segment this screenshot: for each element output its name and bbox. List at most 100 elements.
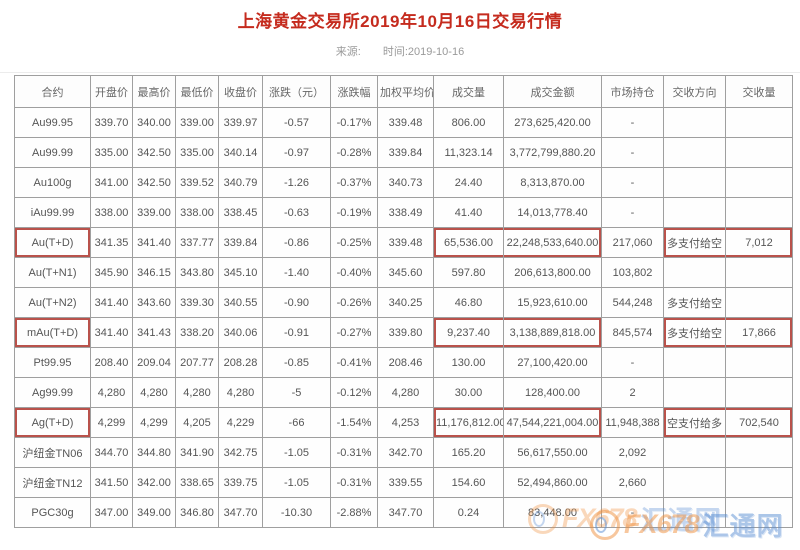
- table-cell: 339.97: [218, 107, 263, 138]
- time-label: 时间:2019-10-16: [382, 46, 465, 58]
- table-cell: 4,299: [90, 407, 133, 438]
- table-row: Au100g 341.00 342.50 339.52 340.79 -1.26 -0.37…: [14, 167, 793, 198]
- table-cell: 4,280: [218, 377, 263, 408]
- table-row: Au99.95 339.70 340.00 339.00 339.97 -0.57 -0.1…: [14, 107, 793, 138]
- table-cell: 4,280: [377, 377, 434, 408]
- table-header-cell: 开盘价: [90, 75, 133, 108]
- table-cell: 4,229: [218, 407, 263, 438]
- table-cell: 340.79: [218, 167, 263, 198]
- table-cell: -1.05: [262, 467, 331, 498]
- table-cell: 338.20: [175, 317, 219, 348]
- table-cell: 7,012: [725, 227, 793, 258]
- table-cell: -0.40%: [330, 257, 378, 288]
- table-cell: 346.80: [175, 497, 219, 528]
- table-row: Ag99.99 4,280 4,280 4,280 4,280 -5 -0.12% 4,280…: [14, 377, 793, 408]
- table-header-cell: 最低价: [175, 75, 219, 108]
- table-cell: 27,100,420.00: [503, 347, 602, 378]
- table-cell: 335.00: [90, 137, 133, 168]
- page-title: 上海黄金交易所2019年10月16日交易行情: [237, 12, 563, 31]
- table-cell: 209.04: [132, 347, 176, 378]
- table-cell: 806.00: [433, 107, 504, 138]
- table-row: Au99.99 335.00 342.50 335.00 340.14 -0.97 -0.2…: [14, 137, 793, 168]
- table-header-row: 合约 开盘价 最高价 最低价 收盘价 涨跌（元） 涨跌幅 加权平均价 成交量 成交金额 市场持仓 交收…: [14, 75, 793, 108]
- table-cell: -0.86: [262, 227, 331, 258]
- table-cell: 339.48: [377, 107, 434, 138]
- table-cell: 8,313,870.00: [503, 167, 602, 198]
- table-cell: 339.48: [377, 227, 434, 258]
- table-cell: 339.84: [218, 227, 263, 258]
- table-cell: 2,660: [601, 467, 664, 498]
- table-cell: 14,013,778.40: [503, 197, 602, 228]
- table-cell: 11,948,388: [601, 407, 664, 438]
- table-row: 沪纽金TN06 344.70 344.80 341.90 342.75 -1.05 -0.3…: [14, 437, 793, 468]
- table-cell: 343.80: [175, 257, 219, 288]
- table-cell: 344.70: [90, 437, 133, 468]
- table-cell: -0.97: [262, 137, 331, 168]
- table-cell: 52,494,860.00: [503, 467, 602, 498]
- table-cell: -0.31%: [330, 467, 378, 498]
- table-cell: -5: [262, 377, 331, 408]
- table-cell: PGC30g: [14, 497, 91, 528]
- table-cell: -1.54%: [330, 407, 378, 438]
- table-cell: -: [601, 167, 664, 198]
- table-cell: 4,205: [175, 407, 219, 438]
- table-cell: -2.88%: [330, 497, 378, 528]
- table-cell: 47,544,221,004.00: [503, 407, 602, 438]
- table-cell: 多支付给空: [663, 317, 726, 348]
- table-cell: 0.24: [433, 497, 504, 528]
- table-row: iAu99.99 338.00 339.00 338.00 338.45 -0.63 -0.…: [14, 197, 793, 228]
- table-header-cell: 合约: [14, 75, 91, 108]
- table-cell: -0.27%: [330, 317, 378, 348]
- table-cell: 340.55: [218, 287, 263, 318]
- table-cell: 103,802: [601, 257, 664, 288]
- table-cell: 339.55: [377, 467, 434, 498]
- table-cell: 344.80: [132, 437, 176, 468]
- table-cell: -0.37%: [330, 167, 378, 198]
- table-cell: 342.70: [377, 437, 434, 468]
- table-cell: [725, 497, 793, 528]
- table-cell: 多支付给空: [663, 227, 726, 258]
- table-cell: 339.80: [377, 317, 434, 348]
- table-cell: Pt99.95: [14, 347, 91, 378]
- table-cell: 41.40: [433, 197, 504, 228]
- table-cell: 3,772,799,880.20: [503, 137, 602, 168]
- table-cell: [725, 137, 793, 168]
- table-cell: -0.28%: [330, 137, 378, 168]
- table-cell: 341.40: [90, 317, 133, 348]
- table-cell: 597.80: [433, 257, 504, 288]
- table-cell: 342.50: [132, 167, 176, 198]
- table-cell: -0.19%: [330, 197, 378, 228]
- table-cell: 空支付给多: [663, 407, 726, 438]
- table-cell: 339.52: [175, 167, 219, 198]
- table-cell: 208.46: [377, 347, 434, 378]
- table-cell: 4,280: [132, 377, 176, 408]
- table-cell: 341.43: [132, 317, 176, 348]
- table-cell: 339.84: [377, 137, 434, 168]
- table-cell: -: [601, 347, 664, 378]
- table-cell: [663, 437, 726, 468]
- table-cell: 多支付给空: [663, 287, 726, 318]
- table-cell: 4,280: [90, 377, 133, 408]
- table-cell: 340.00: [132, 107, 176, 138]
- table-cell: 338.65: [175, 467, 219, 498]
- table-cell: 338.00: [90, 197, 133, 228]
- table-header-cell: 市场持仓: [601, 75, 664, 108]
- table-cell: 346.15: [132, 257, 176, 288]
- table-cell: -10.30: [262, 497, 331, 528]
- table-cell: 339.75: [218, 467, 263, 498]
- table-cell: 130.00: [433, 347, 504, 378]
- table-cell: [725, 257, 793, 288]
- table-header-cell: 成交金额: [503, 75, 602, 108]
- table-cell: [725, 437, 793, 468]
- table-cell: Au(T+D): [14, 227, 91, 258]
- table-row: PGC30g 347.00 349.00 346.80 347.70 -10.30 -2.8…: [14, 497, 793, 528]
- table-cell: [663, 197, 726, 228]
- table-cell: 206,613,800.00: [503, 257, 602, 288]
- table-cell: 341.50: [90, 467, 133, 498]
- table-cell: 11,323.14: [433, 137, 504, 168]
- table-cell: 340.14: [218, 137, 263, 168]
- table-header-cell: 交收量: [725, 75, 793, 108]
- table-cell: 4,253: [377, 407, 434, 438]
- table-cell: 46.80: [433, 287, 504, 318]
- table-cell: -0.57: [262, 107, 331, 138]
